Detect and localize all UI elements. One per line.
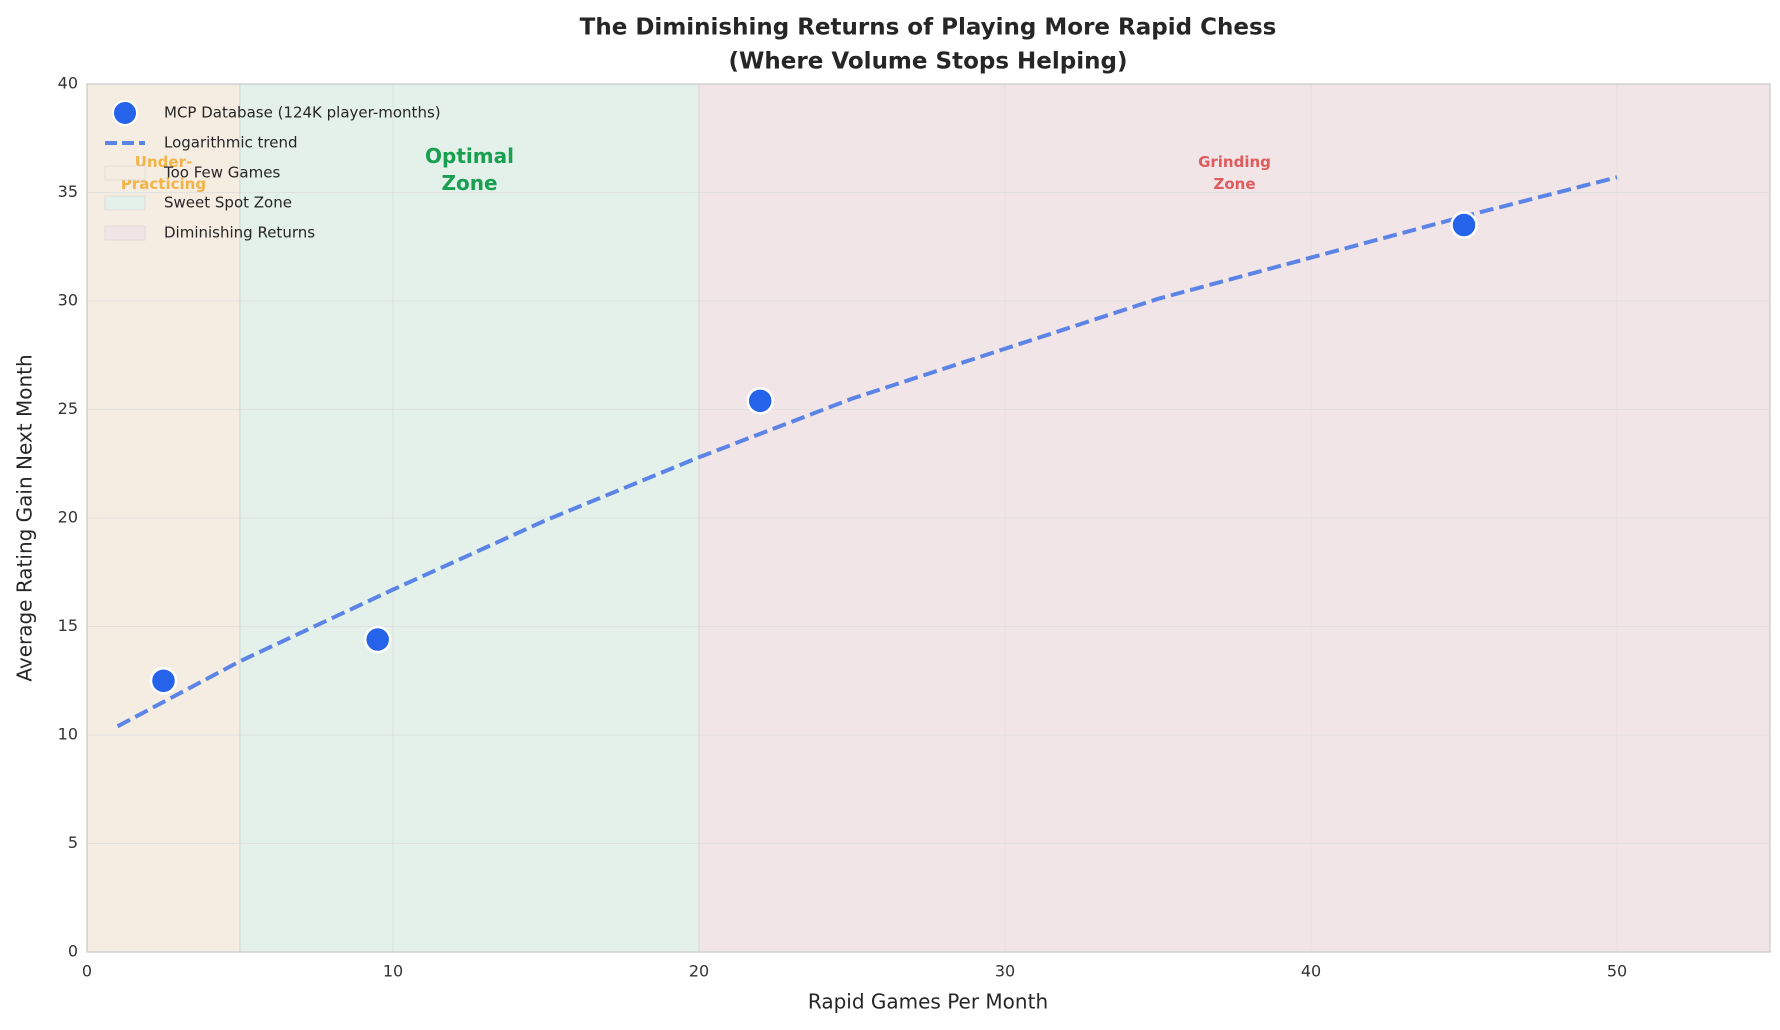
legend-swatch (104, 165, 146, 181)
legend-marker (112, 100, 138, 126)
y-tick-label: 25 (58, 399, 78, 418)
zone-label-line: Zone (441, 171, 497, 195)
zone-label-line: Zone (1213, 175, 1255, 193)
zone-label: Optimal Zone (425, 144, 514, 195)
y-tick-label: 30 (58, 291, 78, 310)
legend-label: Diminishing Returns (164, 224, 315, 242)
zone-label-line: Grinding (1198, 153, 1271, 171)
zone-label: Grinding Zone (1198, 153, 1271, 193)
y-tick-label: 35 (58, 182, 78, 201)
x-tick-label: 20 (689, 962, 709, 981)
trend-line (116, 175, 1618, 729)
legend-label: Logarithmic trend (164, 134, 297, 152)
legend-swatch (104, 225, 146, 241)
y-tick-label: 15 (58, 616, 78, 635)
x-tick-label: 0 (82, 962, 92, 981)
chart-title: The Diminishing Returns of Playing More … (580, 15, 1277, 41)
data-point (746, 387, 774, 415)
legend-label: Sweet Spot Zone (164, 194, 292, 212)
x-axis-label: Rapid Games Per Month (808, 990, 1048, 1014)
x-tick-label: 50 (1607, 962, 1627, 981)
y-tick-label: 0 (68, 942, 78, 961)
legend-swatch (104, 195, 146, 211)
data-point (149, 667, 178, 695)
x-tick-label: 40 (1301, 962, 1321, 981)
y-axis-label: Average Rating Gain Next Month (13, 354, 37, 681)
chart-subtitle: (Where Volume Stops Helping) (729, 49, 1128, 75)
legend-label: MCP Database (124K player-months) (164, 104, 441, 122)
y-tick-label: 20 (58, 508, 78, 527)
zone-label-line: Optimal (425, 144, 514, 168)
x-tick-label: 30 (995, 962, 1015, 981)
plot-frame (86, 83, 1771, 953)
zone-label-line: Under- (135, 153, 192, 171)
y-tick-label: 5 (68, 833, 78, 852)
y-tick-label: 40 (58, 74, 78, 93)
data-point (1450, 211, 1478, 239)
y-tick-label: 10 (58, 725, 78, 744)
legend-label: Too Few Games (163, 164, 280, 182)
x-tick-label: 10 (383, 962, 403, 981)
data-point (363, 625, 392, 654)
